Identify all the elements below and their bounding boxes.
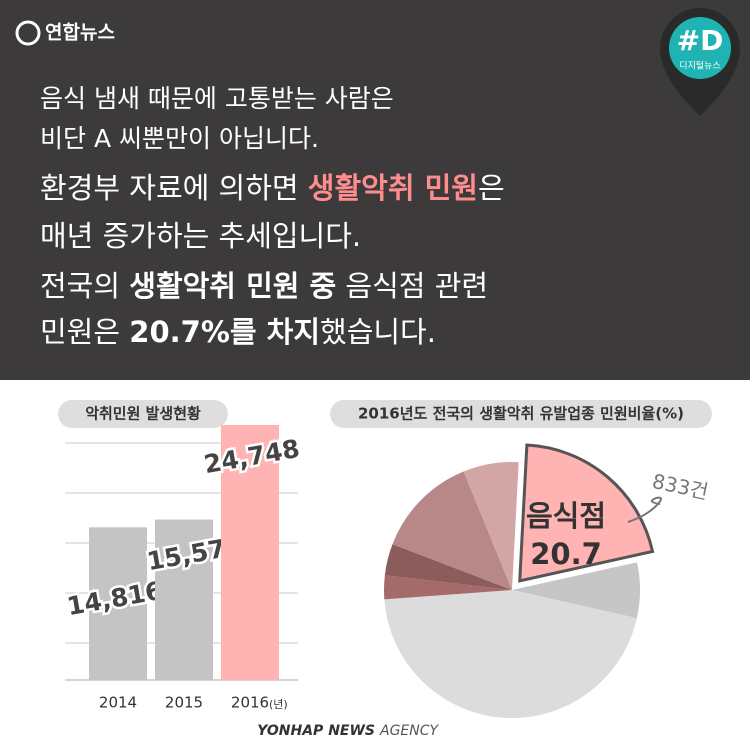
bar-title-pill	[58, 400, 228, 428]
pie-slice	[518, 443, 655, 583]
bar-title: 악취민원 발생현황	[85, 405, 201, 423]
pie-slice	[392, 471, 512, 590]
pie-title-pill	[330, 400, 712, 428]
header-band	[0, 0, 750, 380]
x-tick-label: 2015	[165, 694, 203, 712]
badge: #D 디지털뉴스	[660, 8, 740, 116]
header-segment: 비단 A 씨뿐만이 아닙니다.	[40, 124, 319, 153]
header-segment: 했습니다.	[320, 315, 436, 349]
pie-slice	[384, 544, 512, 590]
bar	[89, 527, 147, 680]
header-line: 환경부 자료에 의하면 생활악취 민원은	[40, 171, 505, 205]
logo-text: 연합뉴스	[45, 22, 115, 44]
header-line: 민원은 20.7%를 차지했습니다.	[40, 315, 436, 349]
x-tick-label: 2014	[99, 694, 137, 712]
slice-value: 20.7	[530, 537, 602, 571]
pie-slice	[512, 562, 640, 619]
header-segment: 음식점 관련	[336, 269, 488, 303]
header-segment: 전국의	[40, 269, 129, 303]
footer-light: AGENCY	[379, 723, 440, 739]
annotation-line	[627, 496, 662, 523]
pie-slice	[384, 590, 637, 718]
header-segment: 매년 증가하는 추세입니다.	[40, 219, 361, 253]
header-segment: 은	[478, 171, 505, 205]
slice-label: 음식점	[526, 499, 606, 533]
badge-subtext: 디지털뉴스	[679, 60, 720, 72]
header-segment: 환경부 자료에 의하면	[40, 171, 308, 205]
header-line: 매년 증가하는 추세입니다.	[40, 219, 361, 253]
badge-circle	[669, 17, 731, 79]
header-line: 전국의 생활악취 민원 중 음식점 관련	[40, 269, 488, 303]
logo-icon	[15, 20, 41, 46]
bar	[221, 425, 279, 680]
header-segment: 민원은	[40, 315, 129, 349]
header-line: 음식 냄새 때문에 고통받는 사람은	[40, 84, 394, 113]
header-segment: 생활악취 민원	[308, 171, 478, 205]
header-segment: 20.7%를 차지	[129, 315, 320, 349]
badge-text: #D	[677, 24, 724, 57]
x-unit: (년)	[269, 698, 288, 711]
footer-bold: YONHAP NEWS	[257, 723, 375, 739]
header-segment: 음식 냄새 때문에 고통받는 사람은	[40, 84, 394, 113]
pie-title: 2016년도 전국의 생활악취 유발업종 민원비율(%)	[358, 405, 684, 423]
pie-slice	[384, 575, 512, 600]
header-segment: 생활악취 민원 중	[129, 269, 336, 303]
logo: 연합뉴스	[15, 20, 115, 46]
pie-slice	[463, 462, 519, 590]
bar	[155, 519, 213, 680]
x-tick-label: 2016	[231, 694, 269, 712]
header-line: 비단 A 씨뿐만이 아닙니다.	[40, 124, 319, 153]
